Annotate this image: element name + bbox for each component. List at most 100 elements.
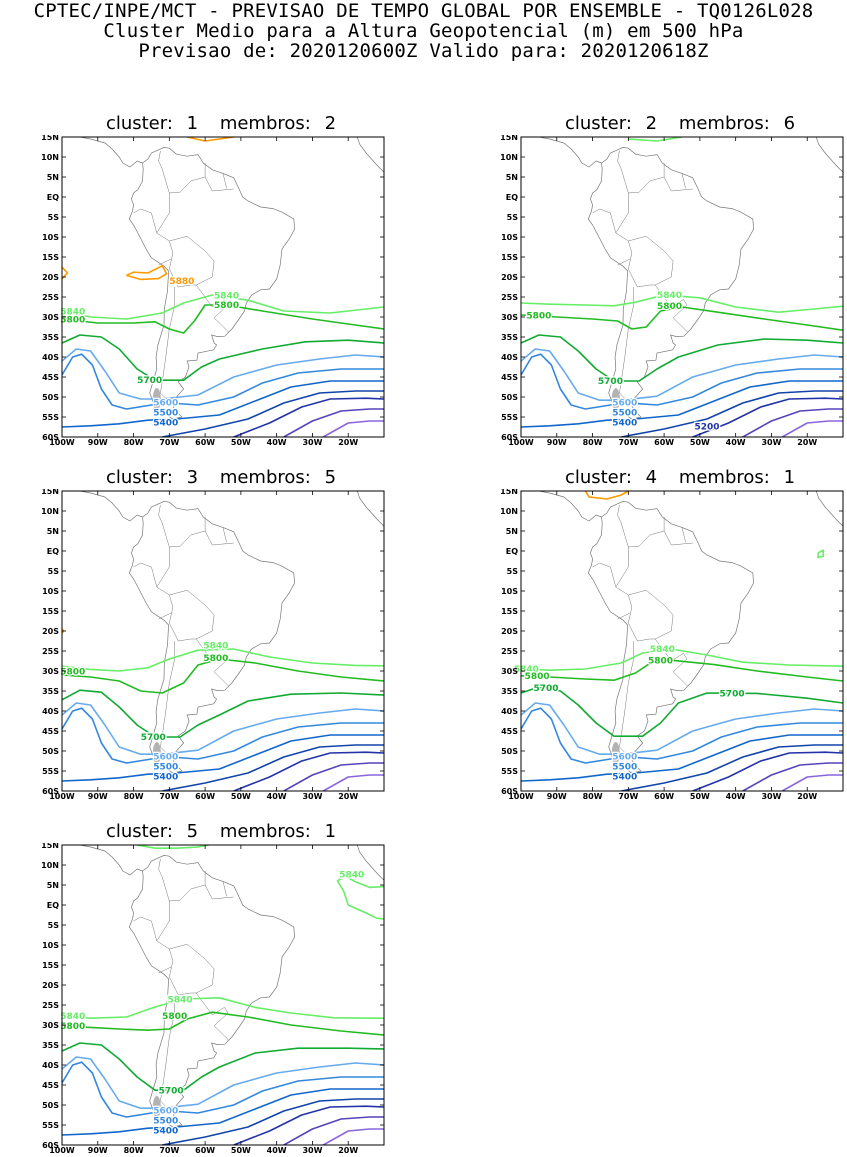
contour-5700 bbox=[521, 686, 843, 737]
map-panel-cluster-1: 58805840584058005800570056005500540015N1… bbox=[41, 135, 385, 445]
country-border bbox=[628, 594, 633, 624]
coastline-central-america bbox=[62, 137, 143, 168]
country-border bbox=[169, 948, 174, 978]
lat-tick-label: 20S bbox=[501, 627, 518, 636]
lon-tick-label: 60W bbox=[654, 792, 674, 799]
coastline-africa bbox=[356, 491, 384, 527]
lat-tick-label: 45S bbox=[42, 373, 59, 382]
contour-label: 5700 bbox=[534, 684, 559, 694]
country-border bbox=[160, 995, 175, 1114]
lat-tick-label: EQ bbox=[47, 901, 59, 910]
plot-frame bbox=[61, 136, 385, 438]
contour-label: 5800 bbox=[203, 654, 228, 664]
lon-tick-label: 100W bbox=[508, 792, 534, 799]
coastline-africa bbox=[356, 137, 384, 173]
lat-tick-label: 5S bbox=[48, 567, 60, 576]
country-border bbox=[195, 638, 229, 672]
contour-5200 bbox=[233, 751, 384, 791]
map-panel-cluster-5: 58405840584058005800570056005500540015N1… bbox=[41, 843, 385, 1153]
lat-tick-label: 60S bbox=[501, 787, 518, 796]
country-border bbox=[158, 612, 172, 620]
lat-tick-label: EQ bbox=[47, 193, 59, 202]
contour-label: 5840 bbox=[650, 645, 675, 655]
lon-tick-label: 40W bbox=[267, 1146, 287, 1153]
lat-tick-label: 15S bbox=[501, 253, 518, 262]
lat-tick-label: 50S bbox=[42, 1101, 59, 1110]
lat-tick-label: 10S bbox=[42, 233, 59, 242]
country-border bbox=[158, 966, 172, 974]
map-area bbox=[521, 137, 843, 437]
lat-tick-label: 15N bbox=[41, 135, 59, 142]
country-border bbox=[615, 530, 693, 642]
coastline-south-america bbox=[128, 147, 295, 420]
lon-tick-label: 50W bbox=[690, 438, 710, 445]
contour-label: 5800 bbox=[214, 301, 239, 311]
lat-tick-label: 40S bbox=[42, 353, 59, 362]
lon-tick-label: 20W bbox=[338, 1146, 358, 1153]
contour-5800 bbox=[521, 659, 843, 682]
country-border bbox=[617, 258, 631, 266]
coastline-south-america bbox=[587, 501, 754, 774]
lat-tick-label: 15N bbox=[41, 843, 59, 850]
contour-label: 5840 bbox=[203, 641, 228, 651]
lat-tick-label: 20S bbox=[42, 273, 59, 282]
contour-5100 bbox=[742, 762, 843, 791]
coastline-africa bbox=[815, 491, 843, 527]
country-border bbox=[158, 258, 172, 266]
contour-5000 bbox=[322, 420, 384, 437]
lat-tick-label: 40S bbox=[501, 353, 518, 362]
lat-tick-label: 20S bbox=[42, 627, 59, 636]
contour-label: 5400 bbox=[153, 419, 178, 429]
lat-tick-label: 30S bbox=[501, 667, 518, 676]
lat-tick-label: 10N bbox=[41, 861, 59, 870]
lat-tick-label: 55S bbox=[42, 1121, 59, 1130]
lat-tick-label: 45S bbox=[501, 373, 518, 382]
lat-tick-label: 60S bbox=[42, 433, 59, 442]
lon-tick-label: 80W bbox=[124, 438, 144, 445]
contour-5500 bbox=[62, 1061, 384, 1118]
map-area bbox=[62, 845, 384, 1145]
lat-tick-label: 50S bbox=[42, 747, 59, 756]
contour-5840 bbox=[62, 997, 384, 1019]
contour-label: 5700 bbox=[141, 733, 166, 743]
lat-tick-label: 10S bbox=[501, 233, 518, 242]
coastline-africa bbox=[815, 137, 843, 173]
contour-label: 5700 bbox=[720, 689, 745, 699]
map-area bbox=[62, 137, 384, 437]
lat-tick-label: 15N bbox=[500, 489, 518, 496]
contour-5700 bbox=[62, 689, 384, 738]
country-border bbox=[654, 638, 688, 672]
lon-tick-label: 90W bbox=[88, 438, 108, 445]
lon-tick-label: 50W bbox=[231, 1146, 251, 1153]
lat-tick-label: 5S bbox=[507, 213, 519, 222]
contour-label: 5840 bbox=[657, 291, 682, 301]
lon-tick-label: 40W bbox=[726, 792, 746, 799]
coastline-central-america bbox=[521, 137, 602, 168]
lat-tick-label: 15S bbox=[42, 253, 59, 262]
contour-5600 bbox=[521, 702, 843, 755]
lon-tick-label: 90W bbox=[88, 1146, 108, 1153]
lat-tick-label: 5S bbox=[48, 921, 60, 930]
lon-tick-label: 60W bbox=[195, 792, 215, 799]
lat-tick-label: 5N bbox=[47, 527, 59, 536]
lat-tick-label: 35S bbox=[42, 333, 59, 342]
lat-tick-label: 40S bbox=[42, 707, 59, 716]
lat-tick-label: 5N bbox=[506, 173, 518, 182]
country-border bbox=[681, 527, 686, 543]
contour-label: 5400 bbox=[612, 773, 637, 783]
country-border bbox=[672, 671, 688, 686]
lat-tick-label: 10S bbox=[42, 587, 59, 596]
header-line-2: Cluster Medio para a Altura Geopotencial… bbox=[103, 20, 744, 42]
contour-label: 5880 bbox=[169, 277, 194, 287]
lon-tick-label: 20W bbox=[338, 438, 358, 445]
lon-tick-label: 70W bbox=[159, 438, 179, 445]
contour-5300 bbox=[162, 1098, 384, 1145]
country-border bbox=[222, 527, 227, 543]
lon-tick-label: 100W bbox=[49, 438, 75, 445]
lat-tick-label: 25S bbox=[42, 1001, 59, 1010]
lat-tick-label: 10S bbox=[42, 941, 59, 950]
country-border bbox=[628, 240, 633, 270]
country-border bbox=[160, 287, 175, 406]
contour-5800 bbox=[62, 304, 384, 334]
